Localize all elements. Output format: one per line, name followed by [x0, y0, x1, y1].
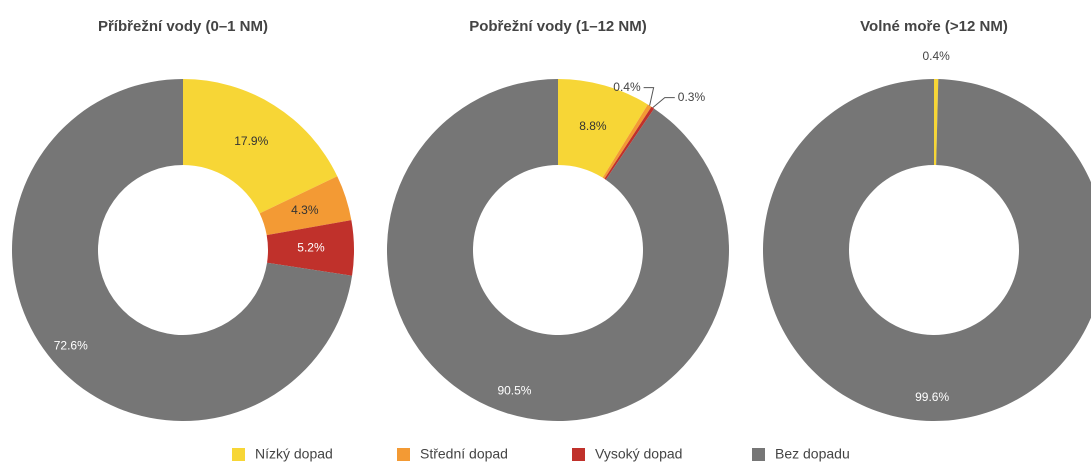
value-label: 90.5%	[497, 384, 531, 398]
donut-slice	[604, 106, 655, 180]
value-label: 4.3%	[291, 203, 319, 217]
value-label: 99.6%	[915, 390, 949, 404]
legend-swatch	[397, 448, 410, 461]
donut-slice	[259, 176, 352, 236]
chart-title: Volné moře (>12 NM)	[860, 18, 1008, 35]
legend-swatch	[752, 448, 765, 461]
chart-title: Pobřežní vody (1–12 NM)	[469, 18, 647, 35]
donut-slice	[266, 220, 354, 276]
value-label: 17.9%	[234, 134, 268, 148]
chart-title: Příbřežní vody (0–1 NM)	[98, 18, 268, 35]
value-label: 0.4%	[613, 80, 641, 94]
donut-slice	[11, 79, 353, 421]
value-label: 72.6%	[54, 339, 88, 353]
legend-label: Střední dopad	[420, 446, 508, 462]
leader-line	[652, 97, 675, 109]
donut-slice	[386, 79, 729, 421]
donut-slice	[934, 79, 939, 166]
donut-slice	[183, 79, 338, 214]
donut-slice	[763, 79, 1091, 421]
legend-label: Nízký dopad	[255, 446, 333, 462]
leader-line	[643, 87, 655, 106]
donut-slice	[558, 79, 648, 178]
value-label: 0.4%	[922, 49, 950, 63]
legend-label: Bez dopadu	[775, 446, 850, 462]
value-label: 8.8%	[579, 119, 607, 133]
value-label: 5.2%	[297, 241, 325, 255]
legend-swatch	[572, 448, 585, 461]
donut-slice	[602, 104, 652, 179]
legend-swatch	[232, 448, 245, 461]
legend-label: Vysoký dopad	[595, 446, 682, 462]
value-label: 0.3%	[678, 90, 706, 104]
